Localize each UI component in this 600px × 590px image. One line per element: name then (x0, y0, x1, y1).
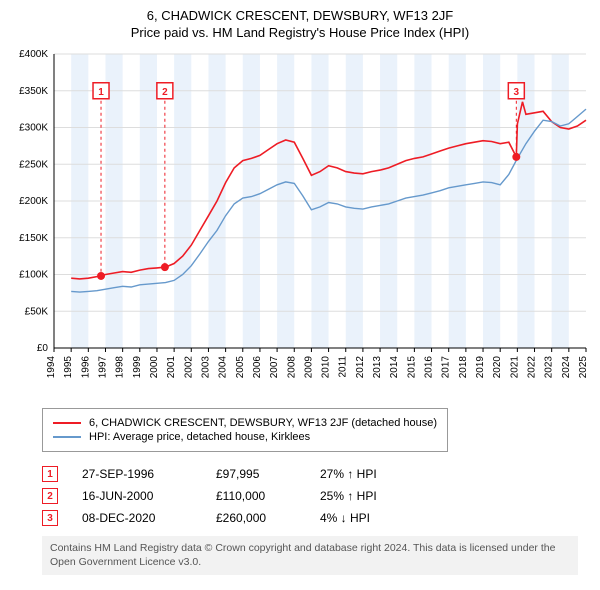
sale-marker: 3 (42, 510, 58, 526)
sale-marker: 1 (42, 466, 58, 482)
svg-text:1997: 1997 (97, 356, 108, 379)
legend-row: 6, CHADWICK CRESCENT, DEWSBURY, WF13 2JF… (53, 417, 437, 429)
svg-text:2006: 2006 (252, 356, 263, 379)
chart-title: 6, CHADWICK CRESCENT, DEWSBURY, WF13 2JF (10, 8, 590, 23)
svg-text:1996: 1996 (80, 356, 91, 379)
svg-text:2020: 2020 (492, 356, 503, 379)
svg-text:2017: 2017 (441, 356, 452, 379)
legend-row: HPI: Average price, detached house, Kirk… (53, 431, 437, 443)
svg-text:1999: 1999 (132, 356, 143, 379)
sales-table: 1 27-SEP-1996 £97,995 27% ↑ HPI 2 16-JUN-2000… (42, 466, 590, 526)
svg-text:2007: 2007 (269, 356, 280, 379)
svg-text:£250K: £250K (19, 159, 48, 170)
sale-date: 27-SEP-1996 (82, 467, 192, 481)
sale-row: 1 27-SEP-1996 £97,995 27% ↑ HPI (42, 466, 590, 482)
svg-text:2025: 2025 (578, 356, 589, 379)
legend-swatch (53, 436, 81, 438)
svg-text:2014: 2014 (389, 356, 400, 379)
svg-text:2: 2 (162, 87, 168, 98)
svg-text:2024: 2024 (561, 356, 572, 379)
svg-text:2001: 2001 (166, 356, 177, 379)
sale-delta: 25% ↑ HPI (320, 489, 410, 503)
svg-text:2010: 2010 (321, 356, 332, 379)
price-chart: £0 £50K £100K £150K £200K £250K £300K £350K £400… (10, 48, 590, 398)
sale-date: 08-DEC-2020 (82, 511, 192, 525)
sale-marker: 2 (42, 488, 58, 504)
svg-text:1994: 1994 (46, 356, 57, 379)
sale-delta: 27% ↑ HPI (320, 467, 410, 481)
sale-row: 2 16-JUN-2000 £110,000 25% ↑ HPI (42, 488, 590, 504)
svg-text:2021: 2021 (509, 356, 520, 379)
sale-price: £110,000 (216, 489, 296, 503)
svg-text:3: 3 (514, 87, 520, 98)
chart-subtitle: Price paid vs. HM Land Registry's House … (10, 25, 590, 40)
svg-text:2011: 2011 (338, 356, 349, 378)
footnote: Contains HM Land Registry data © Crown c… (42, 536, 578, 575)
svg-text:2013: 2013 (372, 356, 383, 379)
svg-text:£350K: £350K (19, 86, 48, 97)
svg-text:£100K: £100K (19, 270, 48, 281)
svg-text:2000: 2000 (149, 356, 160, 379)
sale-row: 3 08-DEC-2020 £260,000 4% ↓ HPI (42, 510, 590, 526)
svg-text:2018: 2018 (458, 356, 469, 379)
svg-text:£50K: £50K (25, 306, 49, 317)
svg-text:2003: 2003 (200, 356, 211, 379)
svg-text:2008: 2008 (286, 356, 297, 379)
svg-text:2012: 2012 (355, 356, 366, 379)
svg-text:2005: 2005 (235, 356, 246, 379)
sale-delta: 4% ↓ HPI (320, 511, 410, 525)
sale-price: £97,995 (216, 467, 296, 481)
svg-text:2022: 2022 (527, 356, 538, 379)
svg-text:£150K: £150K (19, 233, 48, 244)
sale-date: 16-JUN-2000 (82, 489, 192, 503)
svg-text:2015: 2015 (406, 356, 417, 379)
svg-text:£400K: £400K (19, 49, 48, 60)
svg-text:£0: £0 (37, 343, 49, 354)
svg-text:2023: 2023 (544, 356, 555, 379)
svg-text:2009: 2009 (303, 356, 314, 379)
legend-label: HPI: Average price, detached house, Kirk… (89, 431, 310, 443)
svg-text:1: 1 (98, 87, 104, 98)
sale-price: £260,000 (216, 511, 296, 525)
chart-legend: 6, CHADWICK CRESCENT, DEWSBURY, WF13 2JF… (42, 408, 448, 452)
legend-label: 6, CHADWICK CRESCENT, DEWSBURY, WF13 2JF… (89, 417, 437, 429)
svg-text:2019: 2019 (475, 356, 486, 379)
svg-text:2016: 2016 (424, 356, 435, 379)
svg-text:£300K: £300K (19, 123, 48, 134)
svg-text:2004: 2004 (218, 356, 229, 379)
legend-swatch (53, 422, 81, 424)
svg-text:1995: 1995 (63, 356, 74, 379)
svg-text:£200K: £200K (19, 196, 48, 207)
svg-text:1998: 1998 (115, 356, 126, 379)
svg-text:2002: 2002 (183, 356, 194, 379)
